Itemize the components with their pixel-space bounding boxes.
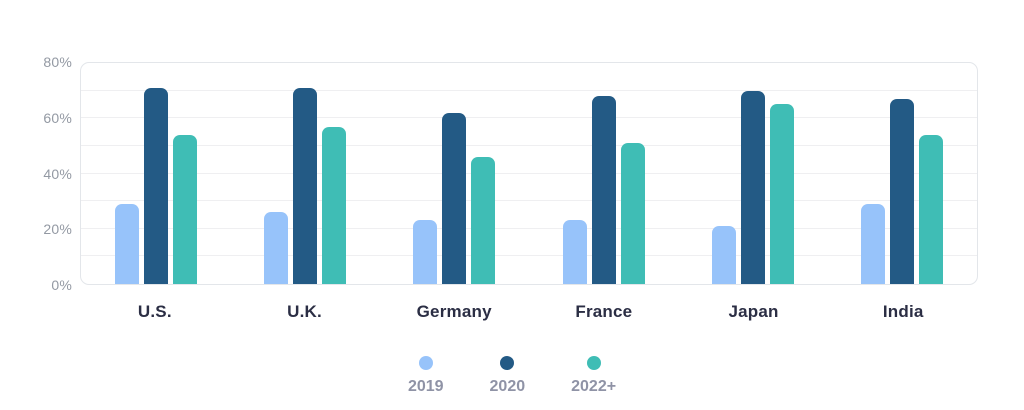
legend-label: 2020 (489, 378, 526, 395)
x-axis-label-u-k: U.K. (287, 302, 322, 321)
bar-india-2022[interactable] (919, 134, 944, 284)
legend-label: 2019 (407, 378, 444, 395)
legend-label: 2022+ (571, 378, 617, 395)
bar-u-s-2020[interactable] (143, 87, 168, 284)
gridline (81, 227, 977, 229)
gridline (81, 172, 977, 174)
y-axis: 0% 20% 40% 60% 80% (0, 55, 72, 292)
bar-france-2020[interactable] (591, 96, 616, 284)
legend-dot-2020 (500, 356, 515, 370)
bar-group-india (828, 63, 977, 284)
y-axis-tick-label: 60% (43, 109, 72, 126)
legend-item-2022[interactable]: 2022+ (571, 356, 616, 395)
gridline (81, 255, 977, 257)
gridline (81, 200, 977, 202)
bar-japan-2022[interactable] (769, 104, 794, 284)
bar-japan-2020[interactable] (740, 90, 765, 284)
x-axis-label-japan: Japan (728, 302, 779, 321)
plot-area (80, 62, 978, 285)
bar-japan-2019[interactable] (711, 226, 736, 284)
bar-group-u-s (81, 63, 230, 284)
legend-item-2020[interactable]: 2020 (489, 356, 526, 395)
bar-india-2020[interactable] (890, 98, 915, 284)
bar-groups (81, 63, 977, 284)
y-axis-tick-label: 0% (51, 277, 72, 293)
y-axis-tick-label: 80% (43, 54, 72, 70)
legend-dot-2022 (586, 356, 601, 370)
legend-dot-2019 (418, 356, 433, 370)
legend: 2019 2020 2022+ (0, 356, 1024, 395)
x-axis-label-india: India (882, 302, 924, 321)
bar-group-japan (678, 63, 827, 284)
y-axis-tick-label: 40% (43, 165, 72, 182)
x-axis-label-germany: Germany (416, 302, 492, 321)
bar-u-k-2020[interactable] (292, 87, 317, 284)
bar-u-k-2019[interactable] (263, 212, 288, 284)
bar-u-s-2019[interactable] (114, 203, 139, 284)
gridline (81, 144, 977, 146)
gridline (81, 117, 977, 119)
x-axis-label-u-s: U.S. (137, 302, 172, 321)
bar-france-2019[interactable] (562, 220, 587, 284)
bar-germany-2020[interactable] (442, 112, 467, 284)
bar-germany-2022[interactable] (471, 156, 496, 284)
y-axis-tick-label: 20% (43, 221, 72, 238)
bar-group-germany (380, 63, 529, 284)
bar-france-2022[interactable] (620, 143, 645, 284)
bar-u-s-2022[interactable] (172, 134, 197, 284)
x-axis-labels: U.S. U.K. Germany France Japan India (80, 302, 978, 322)
legend-item-2019[interactable]: 2019 (408, 356, 444, 395)
bar-group-u-k (230, 63, 379, 284)
bar-u-k-2022[interactable] (321, 126, 346, 284)
bar-group-france (529, 63, 678, 284)
bar-india-2019[interactable] (861, 203, 886, 284)
gridline (81, 89, 977, 91)
bar-germany-2019[interactable] (413, 220, 438, 284)
x-axis-label-france: France (575, 302, 633, 321)
